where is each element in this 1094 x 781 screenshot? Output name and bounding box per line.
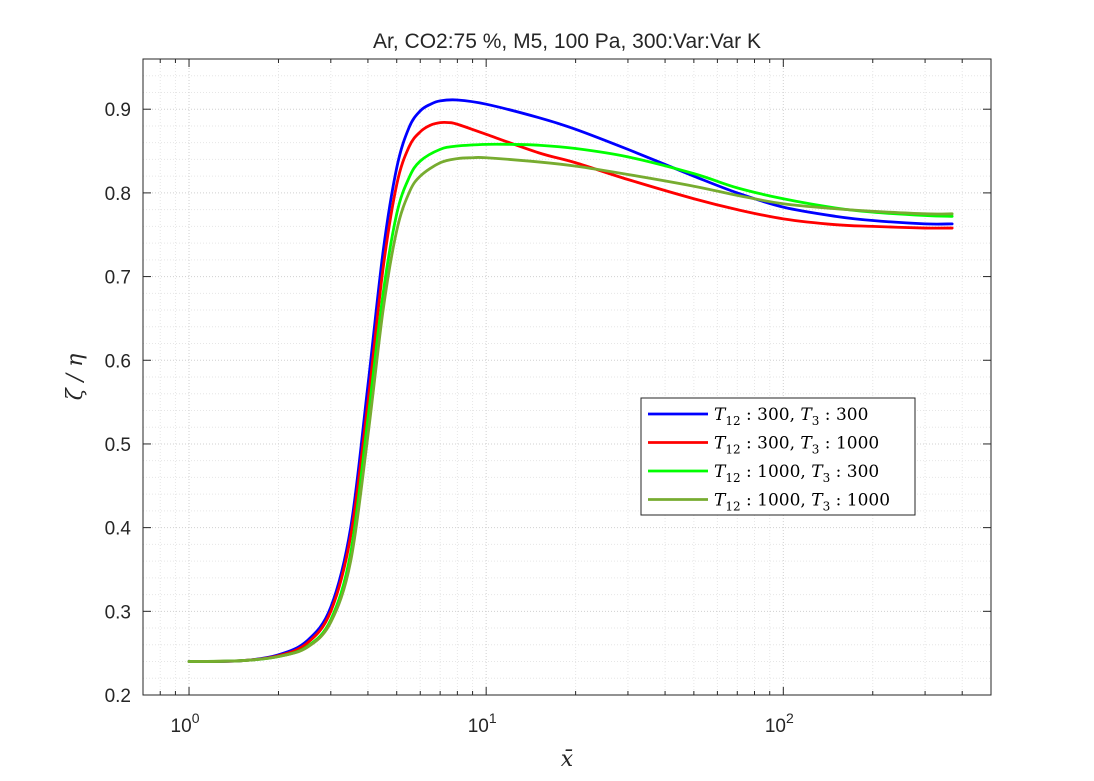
y-tick-label: 0.8 (105, 184, 131, 205)
x-tick-label: 102 (765, 710, 794, 737)
y-tick-label: 0.4 (105, 519, 132, 540)
legend: T12 : 300, T3 : 300 T12 : 300, T3 : 1000 T… (640, 397, 916, 516)
y-tick-label: 0.2 (105, 686, 131, 707)
legend-label-3: T12 : 1000, T3 : 300 (714, 462, 879, 485)
legend-box (640, 397, 916, 516)
plot-area (142, 58, 992, 696)
y-axis-label: ζ / η (63, 354, 88, 401)
series-lines (187, 98, 954, 663)
y-tick-label: 0.5 (105, 435, 131, 456)
legend-label-2: T12 : 300, T3 : 1000 (714, 434, 879, 457)
series-line-1 (187, 98, 954, 663)
chart-title: Ar, CO2:75 %, M5, 100 Pa, 300:Var:Var K (373, 30, 761, 53)
x-axis-label: x̄ (561, 747, 574, 772)
x-tick-label: 100 (171, 710, 200, 737)
series-line-2 (187, 120, 954, 663)
axis-ticks: 100 101 102 0.2 0.3 0.4 0.5 0.6 0.7 0.8 0.9 (105, 59, 992, 737)
y-tick-label: 0.7 (105, 268, 131, 289)
x-tick-label: 101 (468, 710, 497, 737)
y-tick-label: 0.3 (105, 602, 131, 623)
legend-label-4: T12 : 1000, T3 : 1000 (714, 491, 890, 514)
y-tick-label: 0.6 (105, 351, 131, 372)
legend-label-1: T12 : 300, T3 : 300 (714, 405, 868, 428)
series-line-4 (187, 156, 954, 663)
y-tick-label: 0.9 (105, 100, 131, 121)
